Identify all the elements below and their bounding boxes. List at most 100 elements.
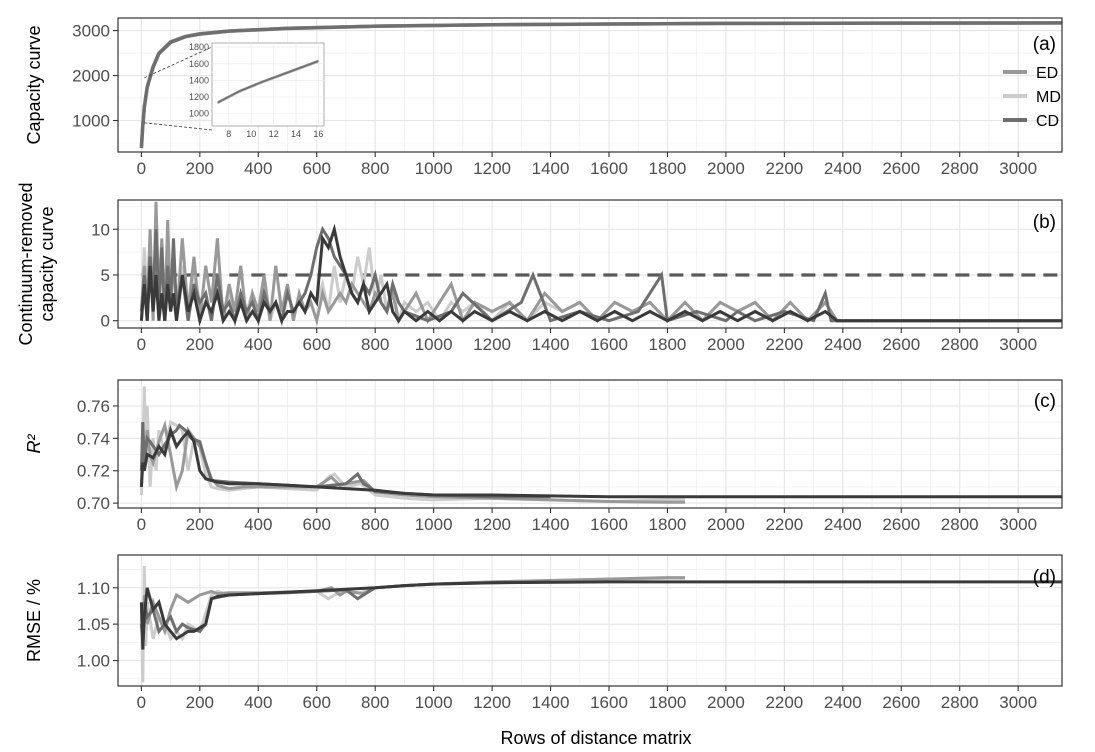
x-tick-label: 1000 [415,159,453,178]
x-tick-label: 3000 [999,515,1037,534]
y-tick-label: 1000 [72,112,110,131]
x-tick-label: 2200 [765,693,803,712]
x-tick-label: 1200 [473,159,511,178]
x-tick-label: 0 [137,335,146,354]
inset-x-tick-label: 8 [226,129,231,139]
series-line-cd-dark [139,424,1062,499]
y-tick-label: 0.76 [77,397,110,416]
x-tick-label: 2200 [765,159,803,178]
inset-x-tick-label: 10 [246,129,256,139]
panel-d: 0 200 400 600 800 1000 1200 1400 1600 1800 2000 220… [24,554,1063,712]
x-tick-label: 1600 [590,159,628,178]
x-axis-title: Rows of distance matrix [500,728,691,748]
y-tick-label: 0.70 [77,494,110,513]
x-tick-label: 2200 [765,515,803,534]
y-axis-title: R² [24,434,44,454]
panel-border [117,199,1063,329]
panel-c: 0 200 400 600 800 1000 1200 1400 1600 1800 2000 220… [24,379,1063,534]
x-tick-label: 200 [186,335,214,354]
panel-tag: (c) [1034,391,1056,412]
x-tick-label: 2400 [824,335,862,354]
panel-tag: (a) [1033,34,1056,55]
x-tick-label: 3000 [999,335,1037,354]
inset-x-tick-label: 14 [291,129,301,139]
x-tick-label: 1800 [649,335,687,354]
series-line-cd-dark [139,223,1062,327]
inset-x-tick-label: 12 [269,129,279,139]
x-tick-label: 2800 [941,335,979,354]
x-tick-label: 600 [303,335,331,354]
x-tick-label: 2000 [707,159,745,178]
legend-item-cd: CD [1003,113,1059,130]
y-axis-title: Capacity curve [24,25,44,144]
y-tick-label: 0.74 [77,429,110,448]
x-tick-label: 2400 [824,159,862,178]
inset-y-tick-label: 1600 [189,59,209,69]
x-tick-label: 800 [361,335,389,354]
x-tick-label: 200 [186,159,214,178]
x-tick-label: 1600 [590,693,628,712]
legend: ED MD CD [1003,65,1061,130]
panel-b: 0 200 400 600 800 1000 1200 1400 1600 1800 2000 220… [16,182,1063,354]
panel-background [118,380,1062,508]
x-tick-label: 2000 [707,335,745,354]
series-line-ed [139,201,1062,327]
x-tick-label: 2400 [824,693,862,712]
y-tick-label: 0.72 [77,462,110,481]
x-tick-label: 400 [244,159,272,178]
y-tick-label: 1.10 [77,579,110,598]
x-tick-label: 800 [361,159,389,178]
inset-x-tick-label: 16 [313,129,323,139]
inset-plot: 8 10 12 14 16 1000 1200 1400 1600 1800 [144,42,325,139]
x-tick-label: 600 [303,693,331,712]
inset-y-tick-label: 1000 [189,109,209,119]
x-tick-label: 200 [186,515,214,534]
y-axis-title: RMSE / % [24,579,44,662]
x-tick-label: 0 [137,515,146,534]
legend-label: MD [1036,89,1061,106]
x-tick-label: 800 [361,515,389,534]
x-tick-label: 2200 [765,335,803,354]
y-tick-label: 10 [91,220,110,239]
legend-label: CD [1036,113,1059,130]
series-line-md [139,386,685,504]
x-tick-label: 1000 [415,693,453,712]
panels: 0 200 400 600 800 1000 1200 1400 1600 1800 2000 220… [16,17,1063,712]
legend-item-ed: ED [1003,65,1058,82]
panel-tag: (b) [1033,212,1056,233]
x-tick-label: 400 [244,515,272,534]
panel-border [117,17,1063,153]
x-tick-label: 400 [244,693,272,712]
inset-y-tick-label: 1400 [189,75,209,85]
x-tick-label: 2600 [882,693,920,712]
panel-border [117,379,1063,509]
x-tick-label: 2600 [882,159,920,178]
x-tick-label: 400 [244,335,272,354]
x-tick-label: 1000 [415,515,453,534]
series-line-cd [139,21,1062,149]
x-tick-label: 2000 [707,693,745,712]
series-line-cd-dark [139,580,1062,650]
x-tick-label: 0 [137,693,146,712]
x-tick-label: 3000 [999,693,1037,712]
x-tick-label: 1200 [473,693,511,712]
inset-connector [144,122,213,131]
x-tick-label: 1800 [649,159,687,178]
y-tick-label: 1.05 [77,615,110,634]
x-tick-label: 1400 [532,515,570,534]
x-tick-label: 1800 [649,693,687,712]
inset-y-tick-label: 1200 [189,92,209,102]
inset-background [211,42,325,127]
legend-item-md: MD [1003,89,1061,106]
x-tick-label: 1200 [473,515,511,534]
x-tick-label: 1200 [473,335,511,354]
y-tick-label: 3000 [72,22,110,41]
x-tick-label: 2800 [941,515,979,534]
x-tick-label: 600 [303,515,331,534]
y-tick-label: 5 [101,266,110,285]
x-tick-label: 2400 [824,515,862,534]
panel-tag: (d) [1033,567,1056,588]
panel-border [117,554,1063,687]
x-tick-label: 1600 [590,335,628,354]
x-tick-label: 800 [361,693,389,712]
